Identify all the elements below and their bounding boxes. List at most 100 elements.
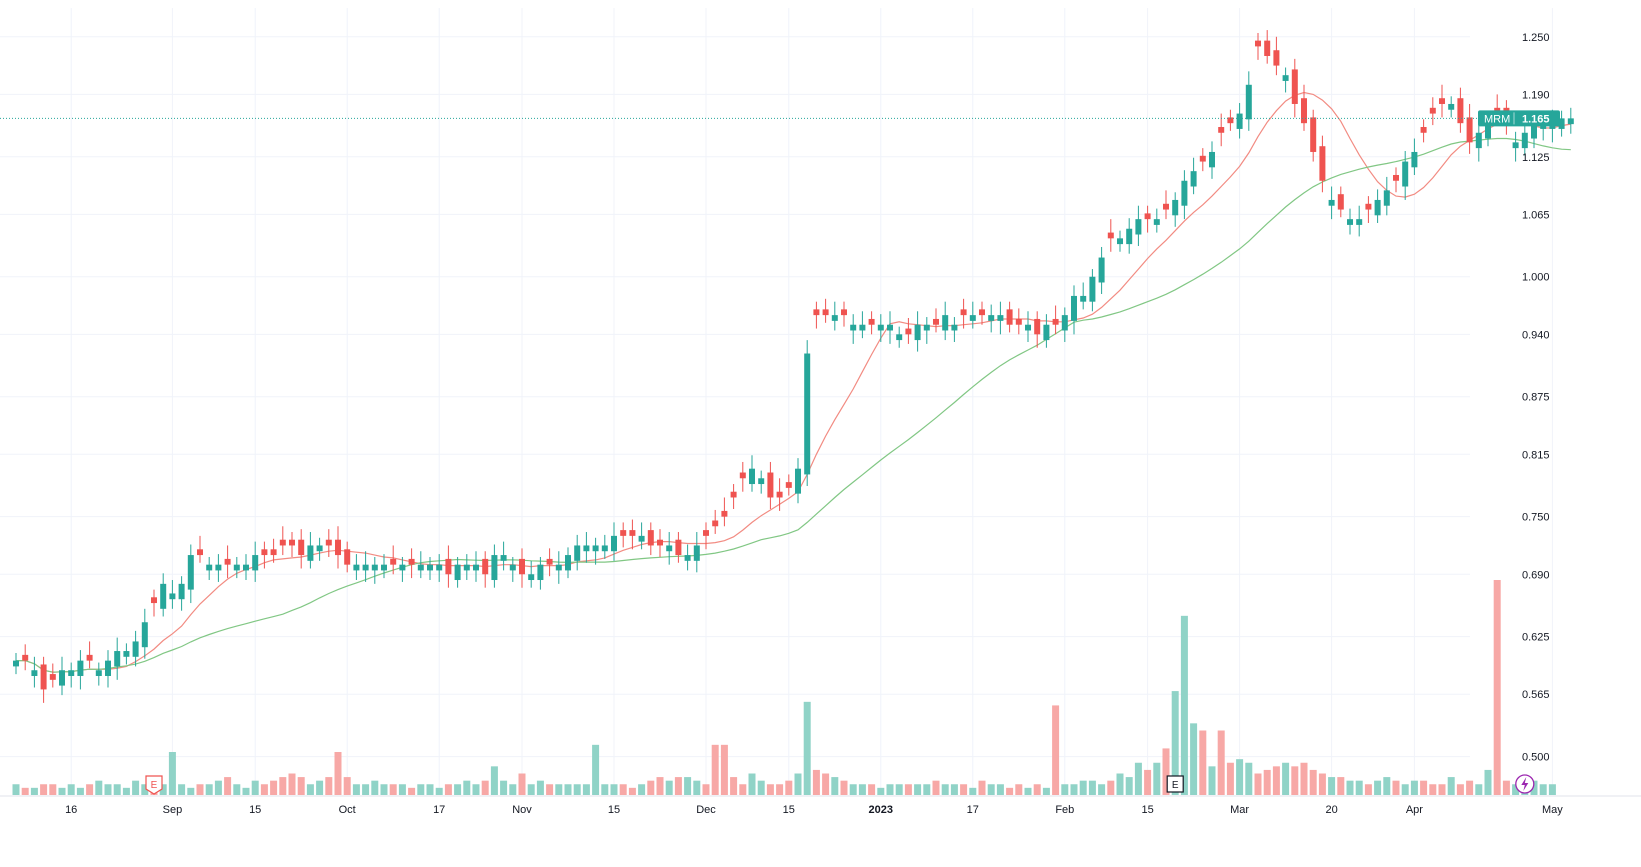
volume-bar (279, 777, 287, 795)
price-axis[interactable]: 1.250 1.190 1.125 1.065 1.000 0.940 0.875 0.815… (1522, 32, 1550, 764)
x-tick-label: Feb (1055, 804, 1074, 816)
volume-bar (573, 784, 581, 795)
candle (1144, 205, 1151, 233)
candle (537, 556, 544, 590)
candle (546, 548, 553, 577)
volume-bar (1456, 784, 1464, 795)
candle (454, 556, 461, 588)
candle (1126, 218, 1133, 254)
candle (68, 662, 75, 688)
volume-bar (831, 777, 839, 795)
candle (758, 470, 765, 494)
candle (859, 311, 866, 339)
volume-bar (960, 784, 968, 795)
volume-bar (812, 769, 820, 795)
volume-bar (518, 773, 526, 795)
volume-bar (546, 784, 554, 795)
candle (592, 537, 599, 565)
volume-bar (582, 784, 590, 795)
x-tick-label: 2023 (869, 804, 893, 816)
volume-bar (1079, 780, 1087, 795)
volume-bar (1162, 748, 1170, 795)
volume-bar (803, 701, 811, 795)
volume-bar (877, 787, 885, 795)
candle (1255, 32, 1261, 60)
volume-bar (113, 784, 121, 795)
volume-bar (1364, 784, 1372, 795)
candle (491, 544, 498, 588)
volume-bar (1015, 784, 1023, 795)
candle (40, 656, 47, 703)
volume-bar (840, 780, 848, 795)
volume-bar (868, 784, 876, 795)
candle (1319, 135, 1326, 193)
candle (1567, 107, 1574, 134)
candle (1061, 307, 1068, 342)
x-tick-label: 15 (249, 804, 261, 816)
candle (335, 526, 341, 569)
svg-text:E: E (151, 780, 158, 791)
candle (1181, 170, 1188, 220)
candle (1098, 246, 1105, 295)
candle (887, 311, 893, 344)
candle (1475, 125, 1482, 162)
lightning-icon[interactable] (1515, 774, 1535, 794)
volume-bar (463, 780, 471, 795)
candle (390, 545, 397, 575)
volume-bar (426, 784, 434, 795)
candle (785, 474, 792, 496)
candle (344, 541, 351, 573)
y-tick-label: 0.625 (1522, 632, 1550, 644)
candle (574, 534, 581, 571)
candle (850, 314, 857, 344)
candle (611, 522, 617, 561)
candle (160, 573, 167, 617)
candle (1163, 190, 1169, 220)
volume-bar (748, 773, 756, 795)
volume-bar (1272, 766, 1280, 795)
volume-bar (978, 780, 986, 795)
volume-bar (159, 784, 167, 795)
candle (270, 538, 277, 563)
candle (252, 541, 259, 582)
candle (233, 556, 240, 579)
volume-bar (481, 780, 489, 795)
candle (399, 556, 406, 582)
candle (1356, 205, 1363, 237)
volume-bar (417, 784, 425, 795)
volume-bar (187, 787, 195, 795)
volume-bar (785, 780, 793, 795)
volume-bar (233, 784, 241, 795)
volume-bar (224, 777, 232, 795)
candle (1135, 205, 1142, 247)
candle (1393, 167, 1399, 193)
volume-bar (1116, 773, 1124, 795)
volume-bar (1208, 766, 1216, 795)
volume-bar (362, 784, 370, 795)
volume-bar (334, 752, 342, 795)
time-axis[interactable]: 16 Sep 15 Oct 17 Nov 15 Dec 15 2023 17 Feb 15 Mar 20 Ap… (0, 795, 1641, 816)
volume-bar (306, 784, 314, 795)
candle (933, 308, 939, 333)
candle (114, 637, 121, 680)
candle (1025, 311, 1031, 342)
volume-bar (214, 780, 222, 795)
volume-bar (822, 773, 830, 795)
volume-bar (619, 784, 627, 795)
candle (1301, 84, 1307, 131)
volume-bar (40, 784, 48, 795)
earnings-marker[interactable]: E (145, 775, 163, 795)
volume-bar (1236, 759, 1244, 795)
volume-bar (196, 784, 204, 795)
volume-bar (969, 787, 977, 795)
candle (95, 662, 102, 686)
volume-bar (720, 744, 728, 795)
candle (463, 554, 470, 581)
earnings-marker[interactable]: E (1166, 775, 1184, 793)
volume-bar (950, 784, 958, 795)
candle (197, 535, 203, 563)
volume-bar (904, 784, 912, 795)
volume-bar (1539, 784, 1547, 795)
y-tick-label: 0.565 (1522, 689, 1550, 701)
volume-bar (1144, 769, 1152, 795)
